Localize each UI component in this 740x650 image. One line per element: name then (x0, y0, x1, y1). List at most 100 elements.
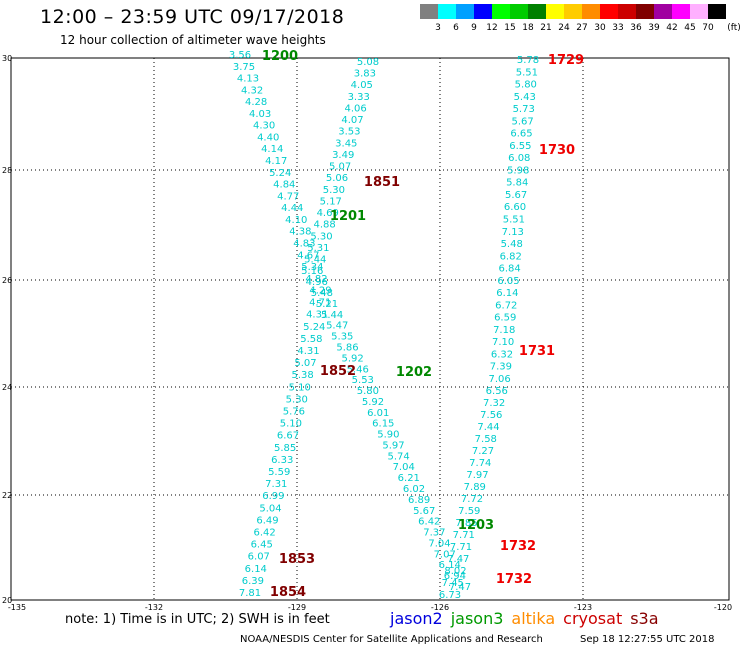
s3a-track-value: 7.89 (464, 482, 486, 493)
jason3-track-value: 5.58 (300, 334, 322, 345)
legend-label: 18 (522, 23, 534, 33)
cryosat-track-value: 3.33 (348, 92, 370, 103)
legend-swatch (654, 4, 672, 19)
legend-label: 12 (486, 23, 498, 33)
jason3-track-value: 5.30 (286, 394, 308, 405)
legend-swatch (528, 4, 546, 19)
jason3-track-value: 5.59 (268, 467, 290, 478)
jason3-track-value: 6.99 (262, 491, 284, 502)
s3a-track-value: 6.55 (509, 141, 531, 152)
s3a-track-value: 7.71 (453, 530, 475, 541)
cryosat-track-value: 5.92 (341, 353, 363, 364)
cryosat-track-value: 6.21 (398, 473, 420, 484)
jason3-track-value: 4.13 (237, 74, 259, 85)
pass-time-s3: 1732 (500, 539, 536, 554)
jason3-track-value: 5.34 (301, 262, 323, 273)
s3a-track-value: 6.60 (504, 202, 526, 213)
legend-swatch (456, 4, 474, 19)
jason3-track-value: 6.39 (242, 576, 264, 587)
jason3-track-value: 4.31 (297, 346, 319, 357)
latitude-label: 30 (2, 54, 12, 63)
legend-swatch (420, 4, 438, 19)
cryosat-track-value: 5.07 (329, 162, 351, 173)
cryosat-track-value: 5.44 (321, 310, 343, 321)
s3a-track-value: 6.82 (500, 251, 522, 262)
jason3-track-value: 5.38 (291, 370, 313, 381)
s3a-track-value: 6.05 (497, 276, 519, 287)
legend-label: 30 (594, 23, 606, 33)
legend-swatch (600, 4, 618, 19)
s3a-track-value: 6.65 (510, 129, 532, 140)
jason3-track-value: 7.31 (265, 479, 287, 490)
satellite-key-jason2: jason2 (390, 609, 443, 628)
s3a-track-value: 5.43 (514, 92, 536, 103)
jason3-track-value: 4.29 (309, 286, 331, 297)
jason3-track-value: 4.31 (306, 310, 328, 321)
s3a-track-value: 6.72 (495, 300, 517, 311)
pass-time-cs: 1854 (270, 585, 306, 600)
jason3-track-value: 5.07 (294, 358, 316, 369)
satellite-key-jason3: jason3 (450, 609, 504, 628)
cryosat-track-value: 7.04 (428, 539, 450, 550)
cryosat-track-value: 7.47 (449, 582, 471, 593)
cryosat-track-value: 5.17 (320, 197, 342, 208)
pass-time-labels: 1200 1201 1202 1203 1851 1852 1853 1854 1729 1730… (262, 49, 584, 600)
longitude-label: -126 (431, 603, 449, 612)
longitude-label: -129 (288, 603, 306, 612)
jason3-track-value: 5.24 (303, 322, 325, 333)
jason3-track-value: 6.42 (253, 528, 275, 539)
cryosat-track-value: 5.08 (357, 57, 379, 68)
cryosat-track-value: 5.97 (382, 441, 404, 452)
legend-label: 3 (435, 23, 441, 33)
cryosat-track-value: 7.07 (434, 549, 456, 560)
s3a-track-value: 5.80 (515, 80, 537, 91)
cryosat-track-value: 5.48 (311, 288, 333, 299)
satellite-key: jason2 jason3 altika cryosat s3a (390, 609, 667, 628)
latitude-label: 22 (2, 491, 12, 500)
legend-swatch (690, 4, 708, 19)
jason3-track-value: 4.17 (265, 156, 287, 167)
jason3-track-value: 6.67 (277, 431, 299, 442)
cryosat-track-value: 3.45 (335, 138, 357, 149)
jason3-track-value: 4.67 (297, 250, 319, 261)
legend-label: 33 (612, 23, 624, 33)
satellite-key-cryosat: cryosat (563, 609, 623, 628)
cryosat-track-value: 5.16 (301, 266, 323, 277)
jason3-track-value: 4.28 (245, 97, 267, 108)
cryosat-track-value: 5.53 (352, 375, 374, 386)
cryosat-track-value: 3.83 (354, 69, 376, 80)
cryosat-track-value: 5.74 (387, 451, 409, 462)
s3a-track-value: 7.32 (483, 398, 505, 409)
legend-swatch (708, 4, 726, 19)
legend-label: 15 (504, 23, 516, 33)
jason3-track-value: 7.81 (239, 588, 261, 599)
legend-swatch (438, 4, 456, 19)
jason3-track-value: 6.07 (248, 552, 270, 563)
jason3-track-value: 4.14 (261, 144, 283, 155)
jason3-track-value: 5.10 (280, 419, 302, 430)
cryosat-track-value: 4.06 (344, 104, 366, 115)
s3a-track-value: 7.44 (477, 422, 499, 433)
cryosat-track-value: 4.05 (351, 80, 373, 91)
pass-time-cs: 1852 (320, 364, 356, 379)
jason3-track-value: 6.49 (256, 515, 278, 526)
longitude-label: -123 (574, 603, 592, 612)
legend-label: 9 (471, 23, 477, 33)
generation-timestamp: Sep 18 12:27:55 UTC 2018 (580, 634, 715, 645)
legend-label: 6 (453, 23, 459, 33)
s3a-track-value: 7.18 (493, 325, 515, 336)
cryosat-track-value: 5.86 (336, 343, 358, 354)
pass-time-s3: 1732 (496, 572, 532, 587)
cryosat-track-value: 6.15 (372, 419, 394, 430)
cryosat-track-value: 7.04 (393, 462, 415, 473)
s3a-track-value: 7.47 (447, 554, 469, 565)
legend-swatch (492, 4, 510, 19)
s3a-track-value: 5.51 (516, 67, 538, 78)
legend-label: 45 (684, 23, 696, 33)
jason3-track-value: 4.71 (309, 298, 331, 309)
legend-label: 21 (540, 23, 552, 33)
jason3-track-value: 5.85 (274, 443, 296, 454)
cryosat-track-value: 5.80 (357, 386, 379, 397)
cryosat-track-value: 6.42 (418, 517, 440, 528)
